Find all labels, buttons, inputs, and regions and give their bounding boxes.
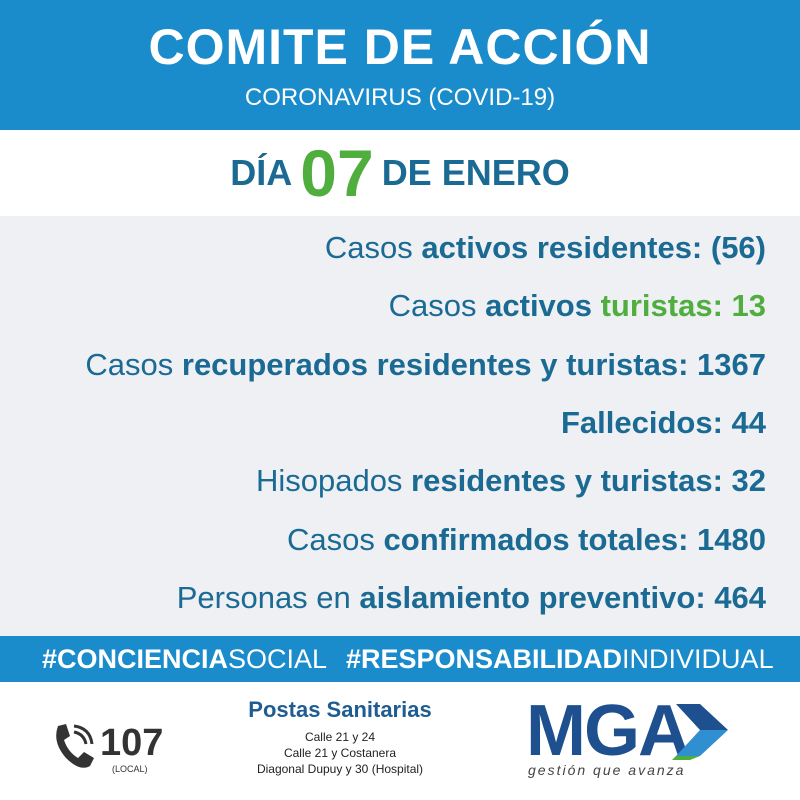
hashtag: #RESPONSABILIDADINDIVIDUAL bbox=[346, 644, 774, 675]
text-segment: Personas en bbox=[176, 579, 360, 615]
address: Calle 21 y 24 bbox=[304, 730, 376, 744]
stat-line: Hisopados residentes y turistas: 32 bbox=[256, 463, 766, 499]
logo: MGA bbox=[526, 691, 690, 771]
text-segment: Casos bbox=[388, 288, 486, 324]
date: DÍA 07 DE ENERO bbox=[0, 130, 800, 216]
date-day: 07 bbox=[300, 136, 374, 210]
date-suffix: DE ENERO bbox=[381, 152, 570, 193]
stats-panel: Casos activos residentes: (56) Casos acti… bbox=[0, 216, 800, 636]
text-segment: #RESPONSABILIDAD bbox=[346, 644, 623, 674]
stat-line: Casos recuperados residentes y turistas:… bbox=[85, 347, 766, 383]
address: Calle 21 y Costanera bbox=[283, 746, 397, 760]
header: COMITE DE ACCIÓN CORONAVIRUS (COVID-19) bbox=[0, 0, 800, 130]
stat-line: Casos activos turistas: 13 bbox=[389, 288, 766, 324]
stat-line: Casos confirmados totales: 1480 bbox=[287, 522, 766, 558]
text-segment: #CONCIENCIA bbox=[42, 644, 229, 674]
phone-note: (LOCAL) bbox=[112, 764, 148, 774]
text-segment: Casos bbox=[85, 346, 182, 382]
text-segment: residentes y turistas: 32 bbox=[411, 463, 766, 499]
text-segment: Fallecidos: 44 bbox=[560, 404, 766, 440]
text-segment: confirmados totales: 1480 bbox=[383, 521, 766, 557]
text-segment: turistas: 13 bbox=[600, 288, 766, 324]
phone-number: 107 bbox=[100, 722, 164, 764]
text-segment: recuperados residentes y turistas: 1367 bbox=[181, 346, 766, 382]
postas-title: Postas Sanitarias bbox=[248, 697, 432, 722]
tagline: gestión que avanza bbox=[528, 762, 686, 778]
phone-icon bbox=[56, 724, 94, 768]
date-prefix: DÍA bbox=[230, 152, 293, 193]
hashtag: #CONCIENCIASOCIAL bbox=[42, 644, 327, 675]
logo-arrow bbox=[672, 704, 728, 760]
text-segment: aislamiento preventivo: 464 bbox=[359, 579, 766, 615]
text-segment: activos bbox=[485, 288, 601, 324]
stat-line: Casos activos residentes: (56) bbox=[325, 230, 766, 266]
title: COMITE DE ACCIÓN bbox=[148, 19, 652, 75]
subtitle: CORONAVIRUS (COVID-19) bbox=[244, 84, 556, 111]
stat-line: Personas en aislamiento preventivo: 464 bbox=[177, 580, 766, 616]
stat-line: Fallecidos: 44 bbox=[561, 405, 766, 441]
address: Diagonal Dupuy y 30 (Hospital) bbox=[256, 762, 424, 776]
text-segment: Casos bbox=[287, 521, 384, 557]
text-segment: SOCIAL bbox=[228, 644, 328, 674]
text-segment: INDIVIDUAL bbox=[622, 644, 774, 674]
text-segment: activos residentes: (56) bbox=[421, 230, 766, 265]
text-segment: Hisopados bbox=[255, 463, 412, 499]
text-segment: Casos bbox=[324, 230, 422, 265]
hashtag-bar: #CONCIENCIASOCIAL #RESPONSABILIDADINDIVID… bbox=[0, 636, 800, 682]
